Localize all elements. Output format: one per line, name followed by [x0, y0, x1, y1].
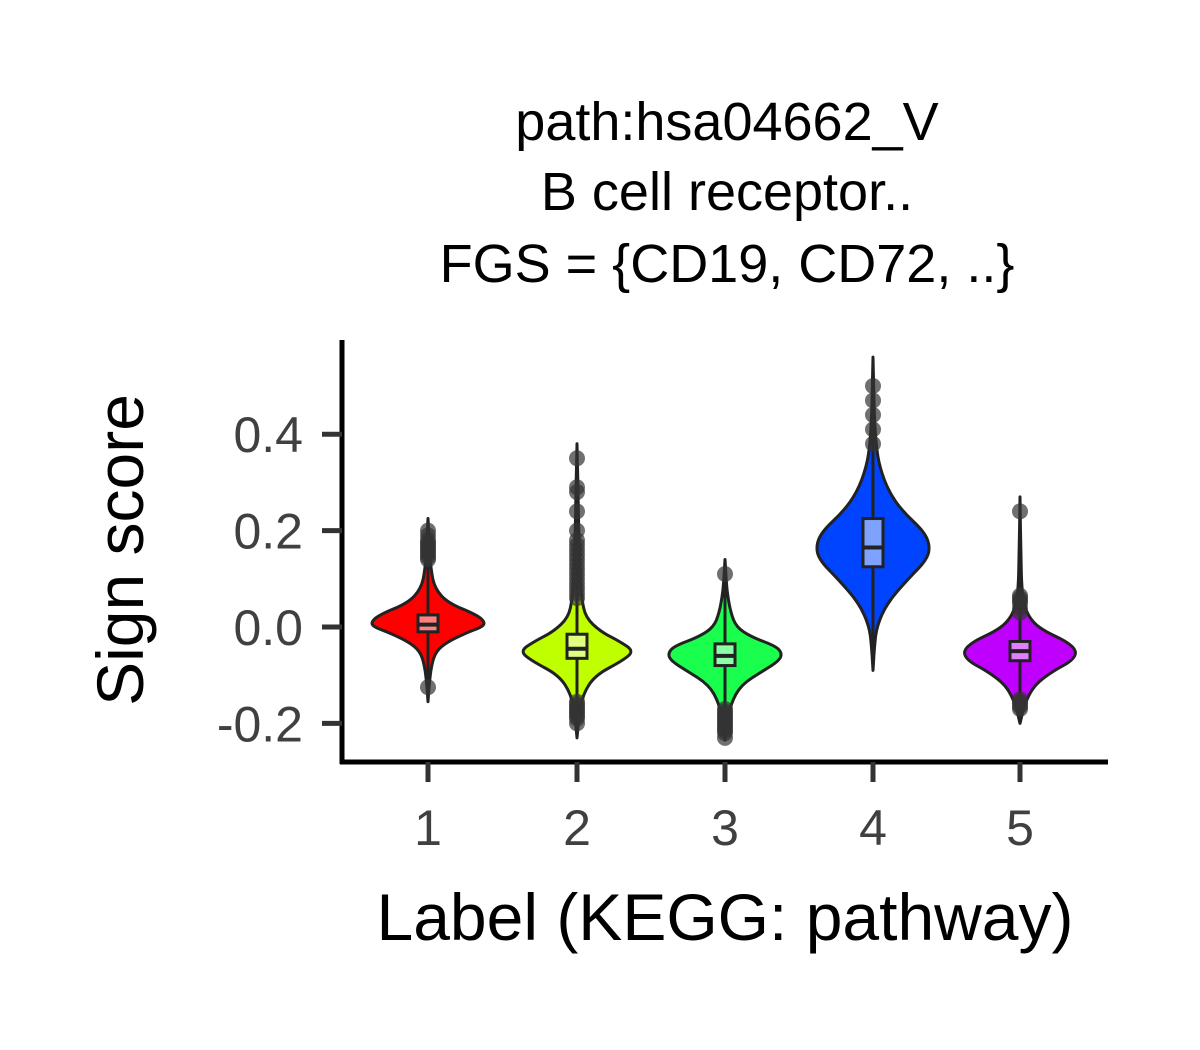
x-axis-title: Label (KEGG: pathway)	[377, 880, 1074, 954]
violin-group-3	[667, 558, 783, 746]
y-axis-title: Sign score	[83, 394, 157, 706]
box-iqr	[861, 517, 885, 569]
plot-area	[370, 355, 1077, 746]
x-tick-label: 2	[563, 800, 591, 856]
title-line-3: FGS = {CD19, CD72, ..}	[440, 234, 1015, 294]
x-tick-label: 4	[859, 800, 887, 856]
violin-group-2	[521, 442, 633, 740]
y-tick-label: 0.2	[233, 504, 303, 560]
outlier-point	[1012, 587, 1028, 604]
outlier-point	[569, 522, 585, 539]
x-axis: 1 2 3 4 5	[414, 762, 1034, 856]
y-axis: 0.4 0.2 0.0 -0.2	[217, 407, 342, 752]
x-tick-label: 3	[711, 800, 739, 856]
y-tick-label: -0.2	[217, 696, 303, 752]
outlier-point	[1012, 691, 1028, 708]
y-tick-label: 0.0	[233, 600, 303, 656]
outlier-point	[865, 435, 881, 452]
outlier-point	[420, 522, 436, 539]
chart-title: path:hsa04662_V B cell receptor.. FGS = …	[440, 92, 1015, 294]
outlier-point	[717, 700, 733, 717]
outlier-point	[865, 421, 881, 438]
outlier-point	[569, 503, 585, 520]
violin-group-4	[815, 355, 931, 672]
y-tick-label: 0.4	[233, 407, 303, 463]
outlier-point	[569, 693, 585, 710]
title-line-2: B cell receptor..	[541, 162, 913, 222]
violin-group-5	[963, 495, 1077, 725]
outlier-point	[420, 679, 436, 696]
outlier-point	[569, 479, 585, 496]
title-line-1: path:hsa04662_V	[515, 92, 938, 152]
x-tick-label: 5	[1006, 800, 1034, 856]
box-iqr	[565, 632, 589, 660]
violin-group-1	[370, 517, 486, 704]
outlier-point	[865, 378, 881, 394]
outlier-point	[717, 565, 733, 582]
x-tick-label: 1	[414, 800, 442, 856]
outlier-point	[865, 392, 881, 409]
outlier-point	[569, 450, 585, 467]
outlier-point	[1012, 503, 1028, 520]
outlier-point	[865, 406, 881, 423]
